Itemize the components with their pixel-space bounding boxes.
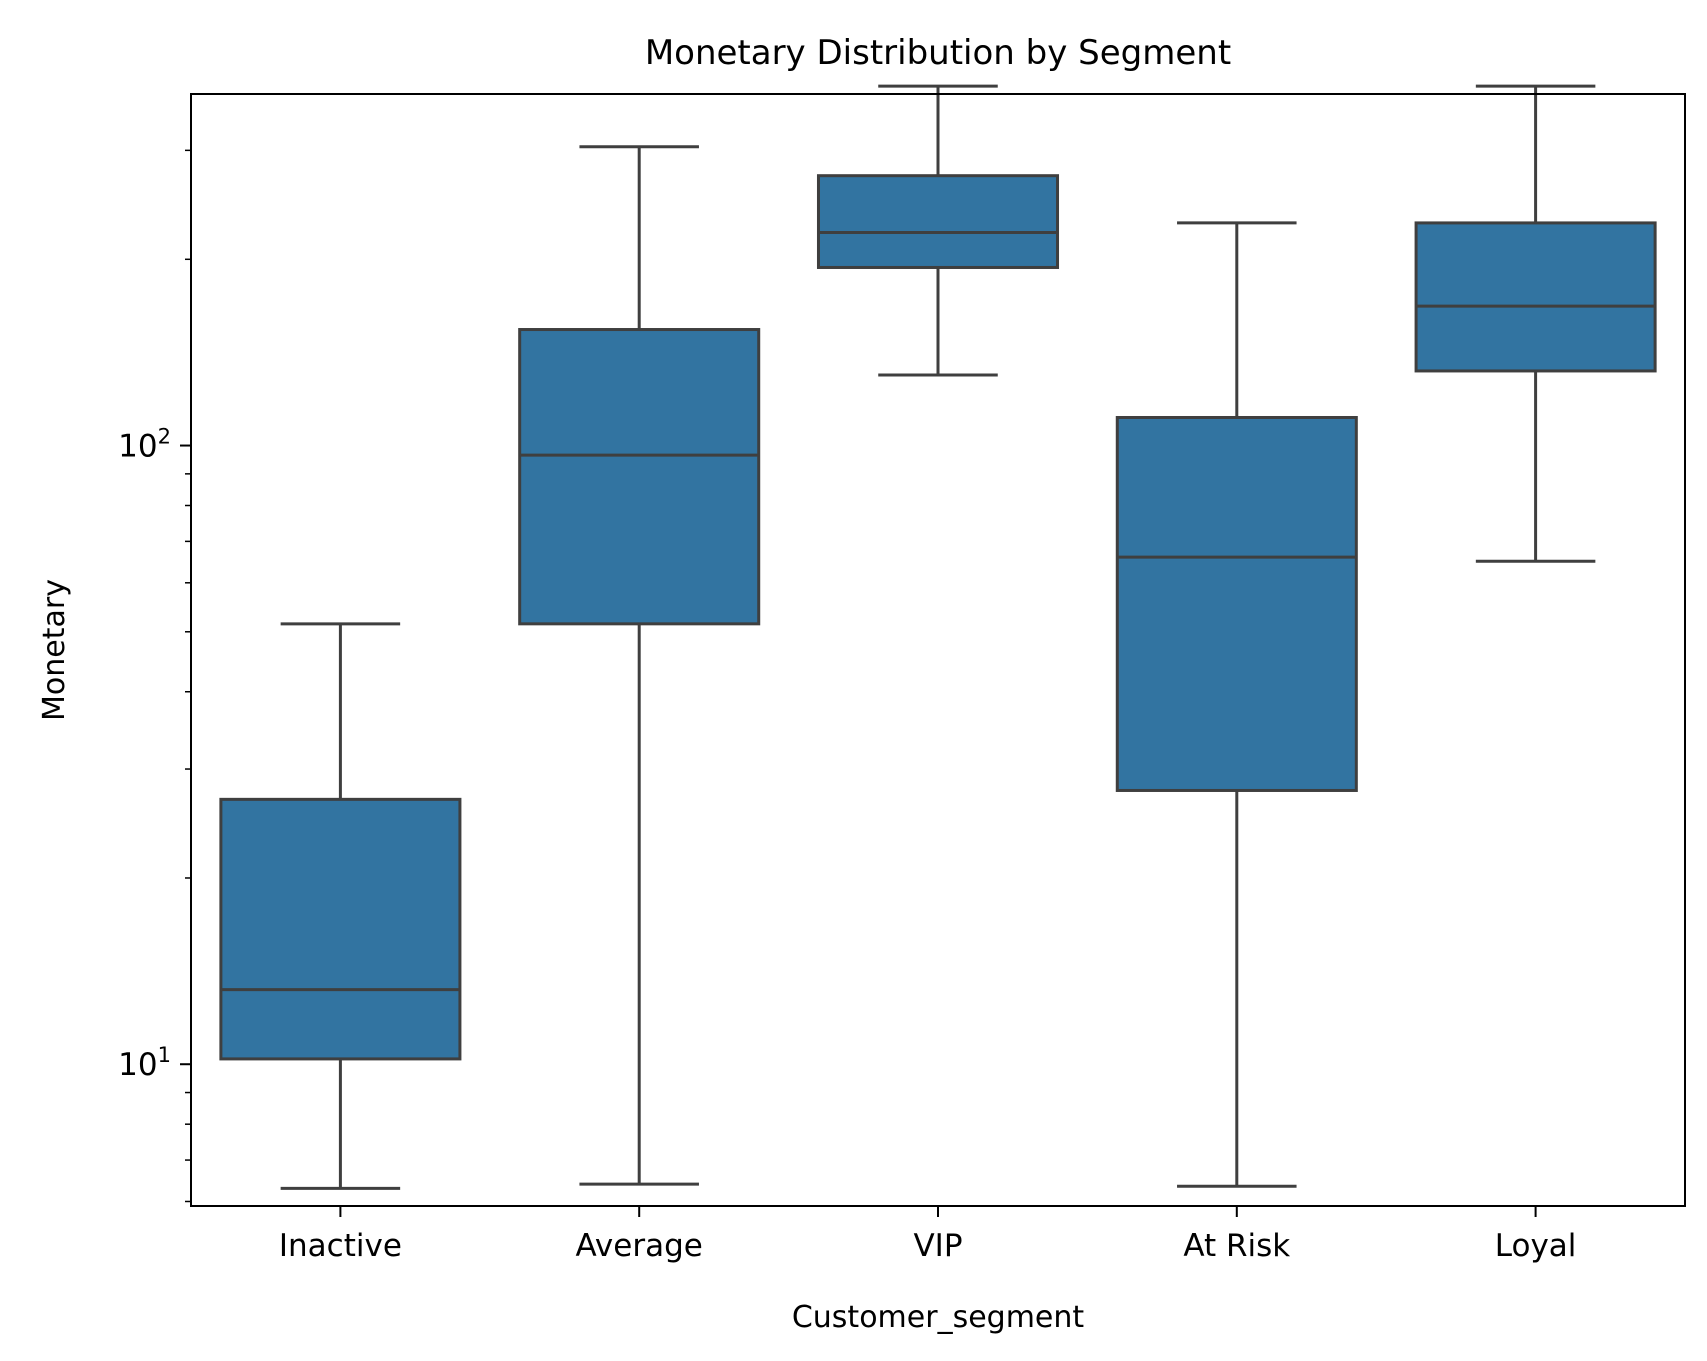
- iqr-box: [1115, 415, 1358, 792]
- iqr-box: [518, 328, 761, 626]
- y-axis: 101 102: [118, 149, 191, 1203]
- y-tick-label: 101: [118, 1043, 171, 1083]
- x-tick-label: VIP: [913, 1228, 962, 1264]
- iqr-box: [816, 174, 1060, 269]
- plot-area: [219, 84, 1657, 1190]
- x-tick-label: Inactive: [279, 1228, 402, 1264]
- x-axis-label: Customer_segment: [792, 1300, 1085, 1335]
- box-group-vip: [816, 84, 1060, 377]
- box-group-loyal: [1414, 84, 1657, 563]
- x-axis: Inactive Average VIP At Risk Loyal: [279, 1206, 1577, 1264]
- x-tick-label: Loyal: [1495, 1228, 1577, 1264]
- y-tick-label: 102: [118, 425, 171, 465]
- x-tick-label: At Risk: [1183, 1228, 1290, 1264]
- iqr-box: [219, 797, 462, 1061]
- iqr-box: [1414, 221, 1657, 373]
- y-axis-label: Monetary: [37, 579, 72, 721]
- box-group-inactive: [219, 622, 462, 1190]
- x-tick-label: Average: [576, 1228, 703, 1264]
- chart-title: Monetary Distribution by Segment: [645, 33, 1231, 73]
- box-group-at-risk: [1115, 221, 1358, 1188]
- box-group-average: [518, 145, 761, 1186]
